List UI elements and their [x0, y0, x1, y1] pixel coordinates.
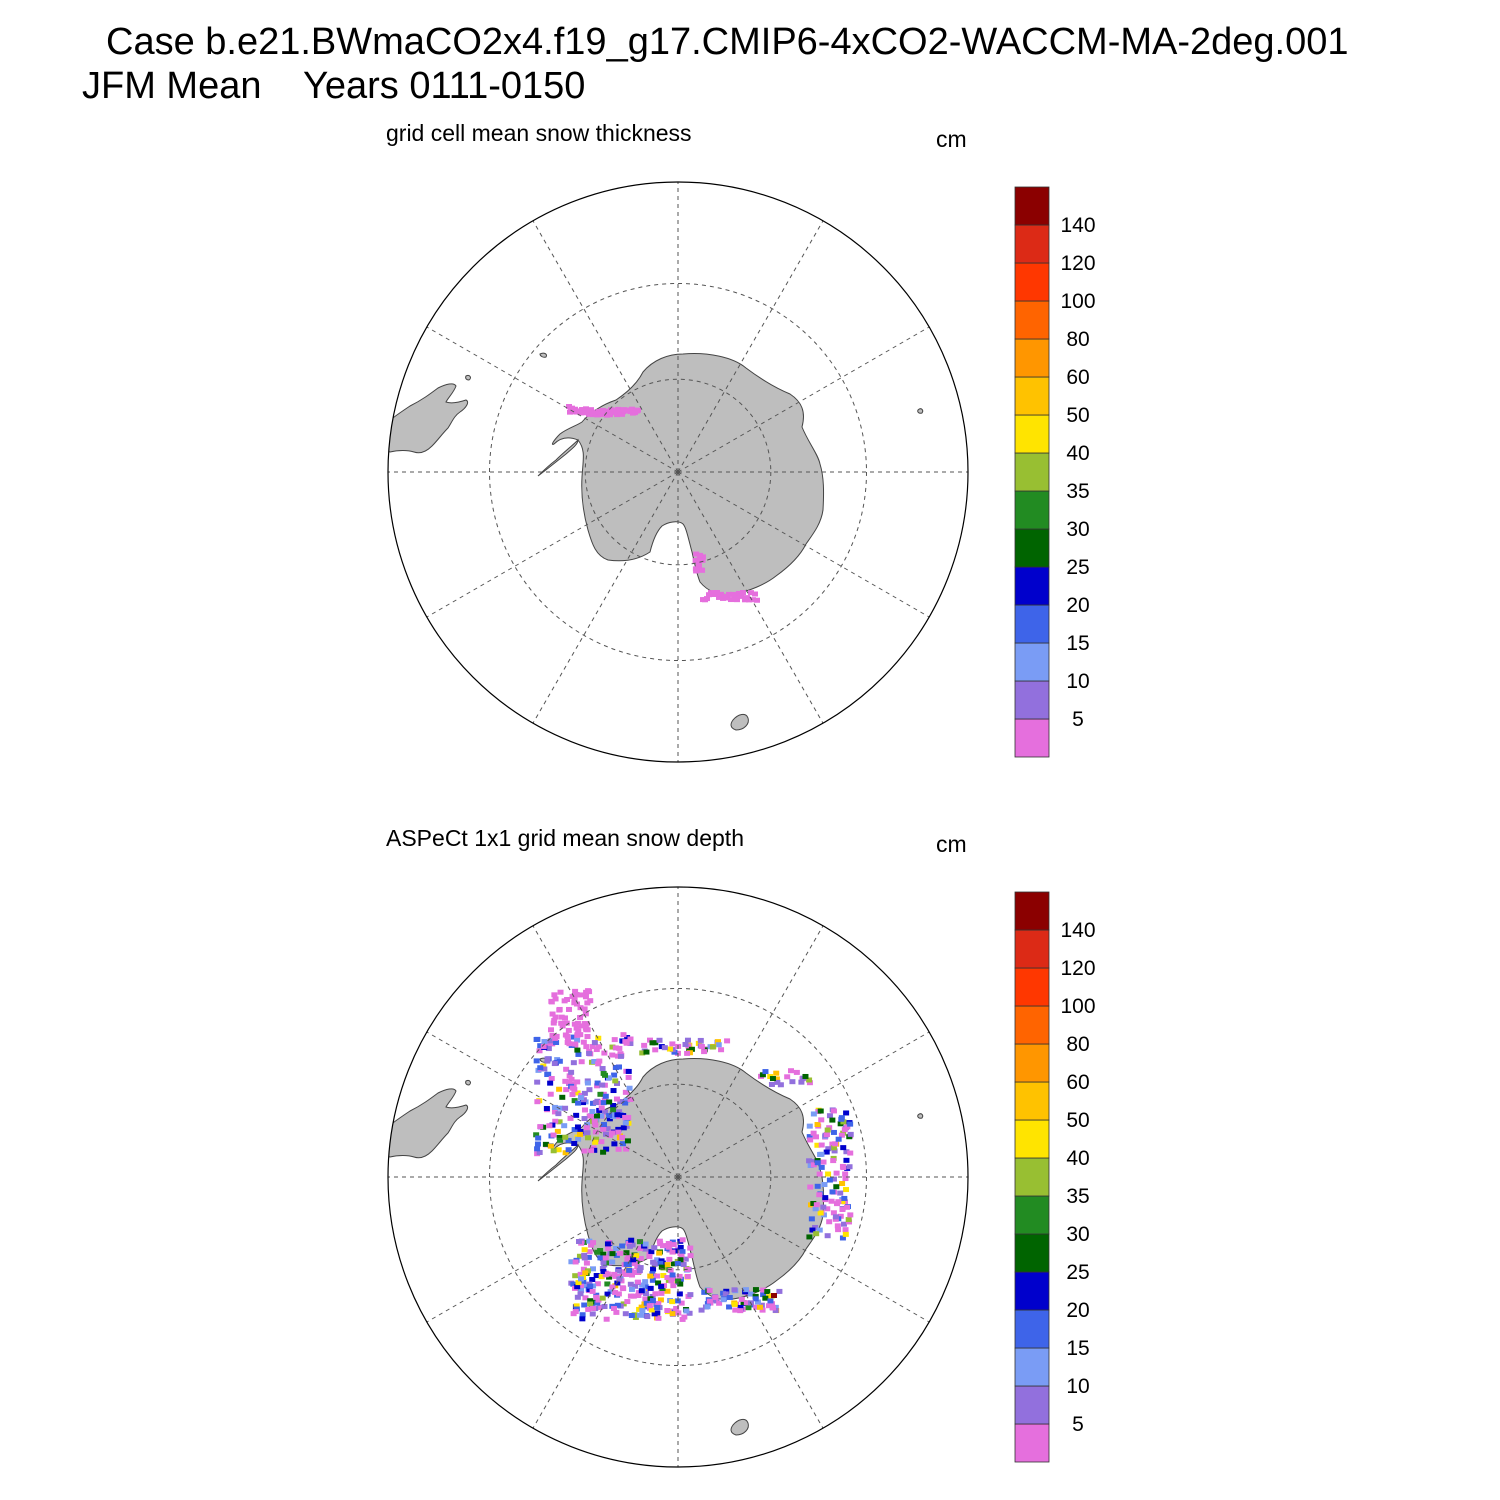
colorbar-label: 20: [1066, 1299, 1089, 1322]
colorbar-swatch: [1014, 224, 1050, 264]
colorbar-swatch: [1014, 1195, 1050, 1235]
colorbar-label: 35: [1066, 480, 1089, 503]
colorbar-swatch: [1014, 1309, 1050, 1349]
colorbar-label: 20: [1066, 594, 1089, 617]
polar-map-1: [387, 181, 969, 763]
colorbar-label: 35: [1066, 1185, 1089, 1208]
colorbar-swatch: [1014, 338, 1050, 378]
colorbar-swatch: [1014, 680, 1050, 720]
colorbar-swatch: [1014, 490, 1050, 530]
colorbar-label: 25: [1066, 1261, 1089, 1284]
colorbar-swatch: [1014, 1423, 1050, 1463]
graticule: [388, 887, 968, 1467]
colorbar-swatch: [1014, 929, 1050, 969]
colorbar-swatch: [1014, 528, 1050, 568]
colorbar-swatch: [1014, 376, 1050, 416]
colorbar-label: 30: [1066, 1223, 1089, 1246]
colorbar-label: 140: [1060, 214, 1095, 237]
land-mass: [388, 1057, 924, 1436]
land-mass: [388, 352, 924, 731]
colorbar-label: 25: [1066, 556, 1089, 579]
colorbar-label: 80: [1066, 328, 1089, 351]
polar-map-2: [387, 886, 969, 1468]
panel-1-title: grid cell mean snow thickness: [386, 120, 692, 146]
colorbar-label: 40: [1066, 1147, 1089, 1170]
colorbar-label: 10: [1066, 1375, 1089, 1398]
colorbar-swatch: [1014, 414, 1050, 454]
colorbar-swatch: [1014, 1005, 1050, 1045]
colorbar-swatch: [1014, 604, 1050, 644]
colorbar-swatch: [1014, 262, 1050, 302]
figure-title-period: JFM Mean Years 0111-0150: [82, 65, 586, 107]
colorbar-label: 50: [1066, 404, 1089, 427]
colorbar-label: 140: [1060, 919, 1095, 942]
colorbar-swatch: [1014, 642, 1050, 682]
snow-cells: [566, 404, 760, 603]
panel-2-title: ASPeCt 1x1 grid mean snow depth: [386, 825, 744, 851]
colorbar-label: 80: [1066, 1033, 1089, 1056]
figure-title-case: Case b.e21.BWmaCO2x4.f19_g17.CMIP6-4xCO2…: [106, 21, 1349, 63]
colorbar-label: 60: [1066, 366, 1089, 389]
graticule: [388, 182, 968, 762]
colorbar-1: 5 10 15 20 25 30 35 40 50 60 80 100 120 140: [1014, 186, 1096, 758]
colorbar-swatch: [1014, 186, 1050, 226]
colorbar-swatch: [1014, 967, 1050, 1007]
colorbar-label: 15: [1066, 1337, 1089, 1360]
colorbar-label: 30: [1066, 518, 1089, 541]
colorbar-swatch: [1014, 1081, 1050, 1121]
map-boundary: [387, 886, 969, 1468]
colorbar-swatch: [1014, 1233, 1050, 1273]
colorbar-swatch: [1014, 300, 1050, 340]
colorbar-swatch: [1014, 566, 1050, 606]
colorbar-label: 5: [1072, 708, 1084, 731]
colorbar-swatch: [1014, 1271, 1050, 1311]
colorbar-swatch: [1014, 1119, 1050, 1159]
panel-2-units: cm: [936, 831, 967, 857]
colorbar-label: 100: [1060, 995, 1095, 1018]
colorbar-label: 60: [1066, 1071, 1089, 1094]
colorbar-label: 50: [1066, 1109, 1089, 1132]
map-boundary: [387, 181, 969, 763]
colorbar-label: 100: [1060, 290, 1095, 313]
colorbar-label: 15: [1066, 632, 1089, 655]
colorbar-label: 40: [1066, 442, 1089, 465]
snow-cells: [533, 988, 854, 1322]
colorbar-swatch: [1014, 1385, 1050, 1425]
colorbar-swatch: [1014, 891, 1050, 931]
colorbar-label: 120: [1060, 252, 1095, 275]
colorbar-swatch: [1014, 1157, 1050, 1197]
colorbar-label: 10: [1066, 670, 1089, 693]
panel-1-units: cm: [936, 126, 967, 152]
colorbar-label: 120: [1060, 957, 1095, 980]
colorbar-swatch: [1014, 718, 1050, 758]
colorbar-2: 5 10 15 20 25 30 35 40 50 60 80 100 120 140: [1014, 891, 1096, 1463]
colorbar-label: 5: [1072, 1413, 1084, 1436]
colorbar-swatch: [1014, 1347, 1050, 1387]
colorbar-swatch: [1014, 452, 1050, 492]
colorbar-swatch: [1014, 1043, 1050, 1083]
